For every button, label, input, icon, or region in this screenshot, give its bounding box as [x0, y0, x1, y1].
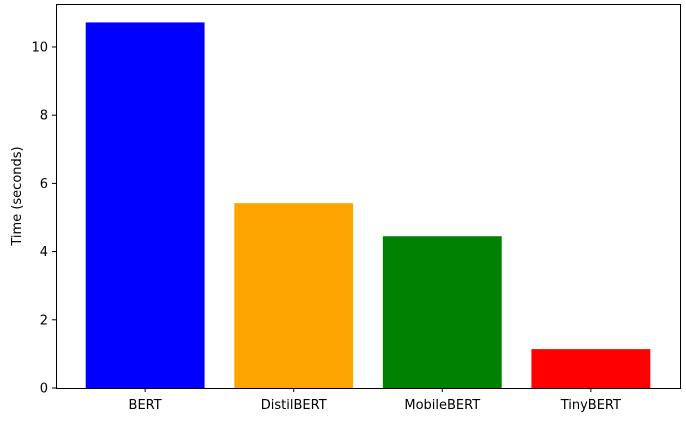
x-tick-label: TinyBERT — [560, 398, 621, 413]
y-tick-label: 2 — [40, 313, 48, 328]
y-tick-label: 4 — [40, 245, 48, 260]
y-tick-label: 6 — [40, 177, 48, 192]
y-axis-ticks: 0 2 4 6 8 10 — [31, 40, 56, 397]
x-tick-label: BERT — [129, 398, 162, 413]
x-tick-label: DistilBERT — [261, 398, 327, 413]
y-axis-label: Time (seconds) — [10, 146, 25, 246]
y-tick-label: 10 — [31, 40, 48, 55]
bar-mobilebert — [382, 236, 502, 388]
bar-distilbert — [234, 203, 354, 388]
plot-frame — [56, 4, 681, 389]
bar-bert — [85, 22, 205, 389]
x-axis-ticks: BERT DistilBERT MobileBERT TinyBERT — [129, 388, 621, 413]
x-tick-label: MobileBERT — [404, 398, 480, 413]
bar-tinybert — [531, 349, 651, 388]
bars-group — [85, 22, 651, 389]
y-tick-label: 0 — [40, 382, 48, 397]
y-tick-label: 8 — [40, 109, 48, 124]
